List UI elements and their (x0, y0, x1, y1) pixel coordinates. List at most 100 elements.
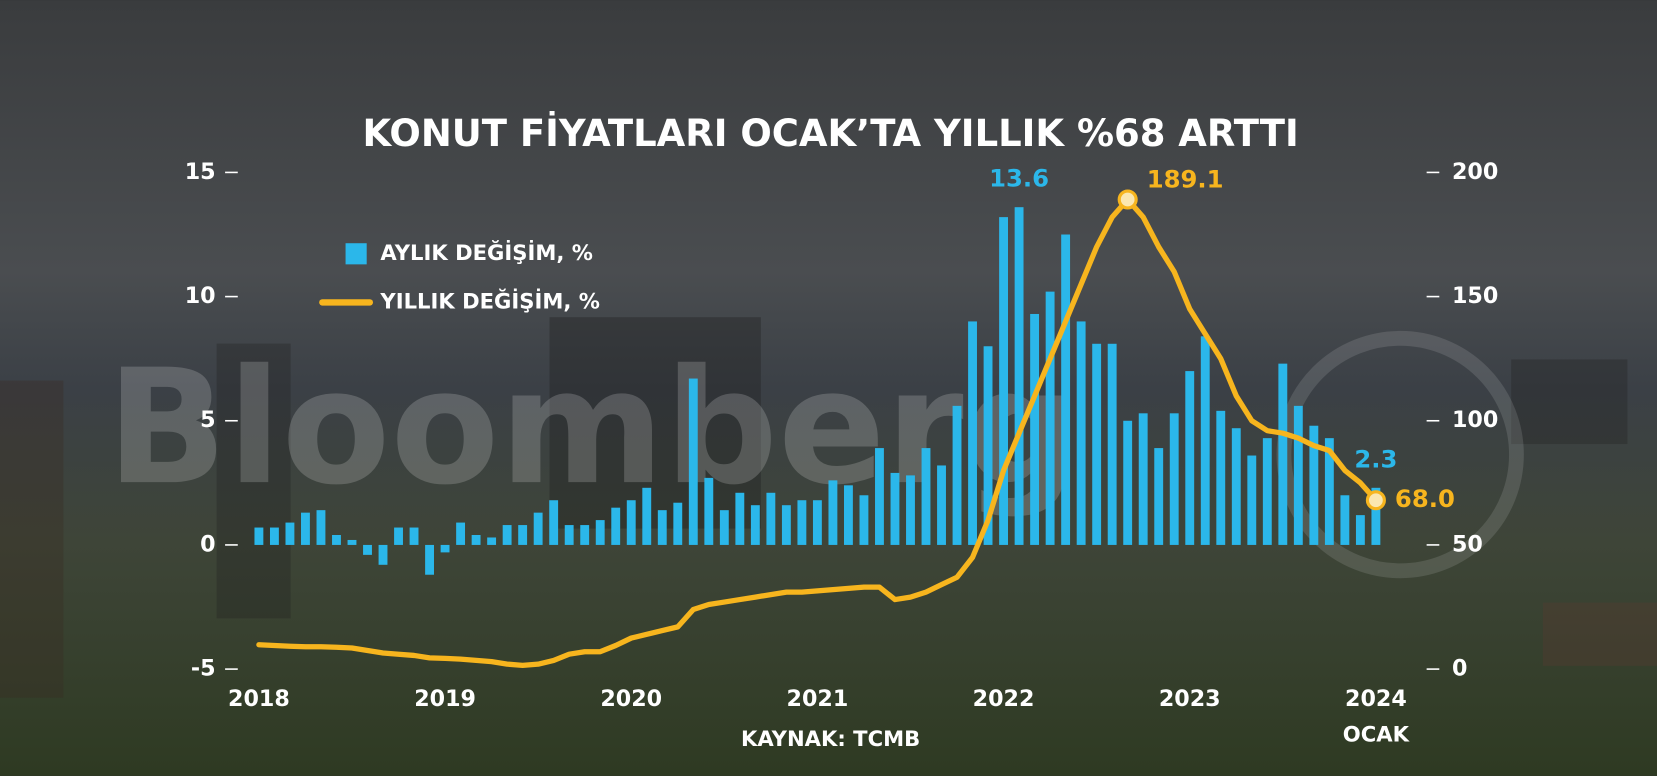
bar (611, 507, 621, 545)
bar (797, 500, 807, 545)
bar (425, 544, 434, 575)
y2-tick-label: 150 (1452, 283, 1498, 309)
bar (750, 505, 760, 545)
x-tick-label: 2019 (414, 686, 476, 712)
bar (502, 525, 512, 545)
watermark: Bloomberg (106, 336, 1077, 520)
bar (890, 472, 900, 545)
bar (1123, 420, 1133, 545)
y2-tick-label: 0 (1452, 656, 1467, 682)
bar (363, 544, 372, 555)
bar (921, 448, 931, 545)
y2-tick-label: 100 (1452, 407, 1498, 433)
bar (875, 448, 884, 545)
bar (1262, 438, 1272, 545)
bar (906, 475, 915, 545)
bar (657, 510, 667, 545)
bar (1231, 428, 1241, 545)
bar (843, 485, 853, 545)
city-silhouette (0, 317, 1657, 698)
bar (1355, 515, 1365, 545)
bar (378, 544, 388, 565)
bar (254, 527, 264, 545)
bar (1200, 336, 1210, 545)
y-tick-label: 5 (200, 407, 215, 433)
bar (1247, 455, 1257, 545)
bar (533, 512, 543, 545)
bar (1061, 234, 1071, 545)
bar (409, 527, 419, 545)
line-value-label: 68.0 (1395, 484, 1455, 513)
bar (735, 492, 745, 545)
bar (1169, 413, 1179, 545)
bar (471, 534, 481, 545)
x-tick-label: 2022 (973, 686, 1035, 712)
bar (564, 525, 574, 545)
bar (828, 480, 838, 545)
bar (1340, 495, 1350, 545)
x-sublabel: OCAK (1343, 722, 1411, 747)
x-tick-label: 2018 (228, 686, 290, 712)
x-tick-label: 2021 (787, 686, 849, 712)
bar (1278, 363, 1288, 545)
bar (1076, 321, 1086, 545)
x-tick-label: 2020 (600, 686, 662, 712)
bar (642, 487, 652, 545)
bar (1309, 425, 1319, 545)
bar (1138, 413, 1148, 545)
y-tick-label: 0 (200, 531, 215, 557)
bar (952, 405, 962, 545)
legend-swatch (345, 243, 367, 265)
bar (688, 378, 698, 545)
legend-label: AYLIK DEĞİŞİM, % (380, 240, 592, 265)
bar (518, 525, 528, 545)
bar-value-label: 2.3 (1354, 444, 1397, 473)
bar (1185, 371, 1195, 545)
bar (626, 500, 636, 545)
chart-title: KONUT FİYATLARI OCAK’TA YILLIK %68 ARTTI (362, 111, 1298, 155)
bar (1371, 487, 1381, 545)
bar (332, 534, 341, 545)
bar (347, 539, 357, 545)
bar (1154, 448, 1164, 545)
bar (1030, 313, 1040, 545)
line-marker (1365, 490, 1386, 511)
bar-value-label: 13.6 (989, 164, 1049, 193)
y-tick-label: -5 (191, 656, 216, 682)
bar (781, 505, 791, 545)
bar (704, 477, 714, 545)
bar (719, 510, 729, 545)
bar (1293, 405, 1303, 545)
bar (394, 527, 403, 545)
bar (440, 544, 450, 553)
legend-label: YILLIK DEĞİŞİM, % (379, 288, 599, 313)
bar (285, 522, 295, 545)
x-tick-label: 2024 (1345, 686, 1407, 712)
bar (859, 495, 869, 545)
bar (1045, 291, 1055, 545)
bar (1014, 207, 1024, 545)
source: KAYNAK: TCMB (741, 726, 920, 751)
bar (549, 500, 559, 545)
bar (456, 522, 466, 545)
bar (937, 465, 946, 545)
bar (983, 346, 993, 545)
bar (316, 510, 326, 545)
bar (766, 492, 776, 545)
y2-tick-label: 50 (1452, 531, 1483, 557)
bar (968, 321, 977, 545)
bar (1324, 438, 1334, 545)
x-tick-label: 2023 (1159, 686, 1221, 712)
y-tick-label: 10 (185, 283, 216, 309)
bar (999, 217, 1009, 545)
bar (487, 537, 497, 545)
line-value-label: 189.1 (1147, 164, 1224, 193)
line-marker (1117, 189, 1138, 210)
bar (812, 500, 822, 545)
bar (1216, 410, 1226, 545)
bar (1092, 343, 1102, 545)
bar (301, 512, 310, 545)
bar (580, 525, 590, 545)
